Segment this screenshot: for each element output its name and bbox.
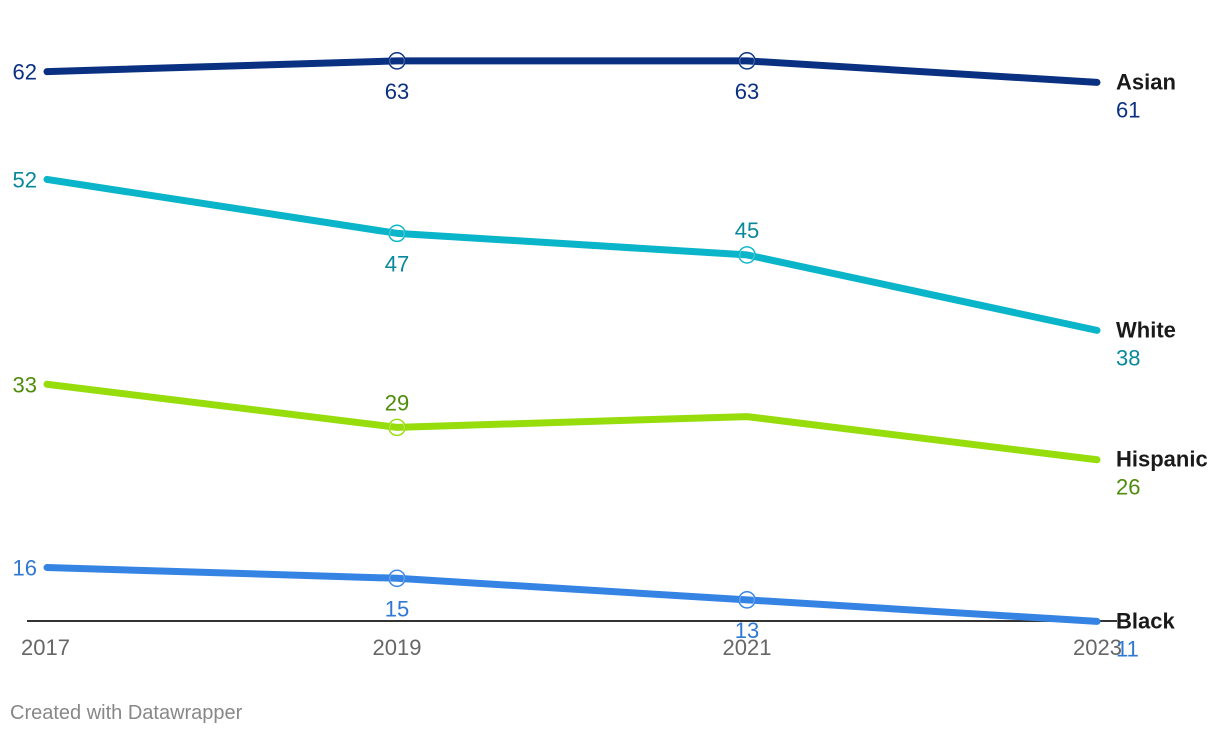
series-label-black: Black [1116, 608, 1175, 633]
data-point-marker-inner [739, 247, 755, 263]
data-label: 29 [385, 390, 409, 415]
series-line-asian [43, 57, 1101, 86]
x-tick-label: 2017 [21, 635, 70, 660]
data-label: 38 [1116, 345, 1140, 370]
series-label-white: White [1116, 317, 1176, 342]
data-label: 61 [1116, 97, 1140, 122]
data-label: 45 [735, 218, 759, 243]
data-label: 11 [1116, 636, 1139, 661]
data-point-marker [738, 52, 756, 70]
data-labels: 62 63 63 61 Asian 52 47 45 38 White 33 29 26 Hispanic… [13, 60, 1208, 662]
data-label: 62 [13, 60, 37, 85]
series-markers [388, 52, 756, 609]
data-point-marker-inner [389, 419, 405, 435]
data-point-marker-inner [389, 225, 405, 241]
data-point-marker [738, 591, 756, 609]
data-label: 13 [735, 618, 759, 643]
data-point-marker-inner [389, 570, 405, 586]
data-label: 47 [385, 251, 409, 276]
x-tick-label: 2023 [1073, 635, 1122, 660]
data-point-marker [388, 52, 406, 70]
data-label: 33 [13, 372, 37, 397]
x-axis-ticks: 2017 2019 2021 2023 [21, 635, 1122, 660]
data-label: 52 [13, 167, 37, 192]
data-label: 63 [385, 79, 409, 104]
data-label: 16 [13, 556, 37, 581]
x-tick-label: 2021 [723, 635, 772, 660]
data-point-marker [388, 224, 406, 243]
credit-text: Created with Datawrapper [10, 702, 243, 724]
series-line-white [43, 175, 1101, 334]
series-line-black [43, 564, 1101, 625]
data-point-marker [388, 418, 406, 437]
series-label-asian: Asian [1116, 69, 1176, 94]
data-point-marker-inner [389, 53, 405, 69]
data-point-marker [388, 569, 406, 588]
series-lines [43, 57, 1101, 625]
series-line-hispanic [43, 380, 1101, 464]
x-tick-label: 2019 [373, 635, 422, 660]
data-point-marker [738, 246, 756, 264]
data-point-marker-inner [739, 53, 755, 69]
series-label-hispanic: Hispanic [1116, 447, 1208, 472]
data-point-marker-inner [739, 592, 755, 608]
data-label: 15 [385, 596, 409, 621]
data-label: 26 [1116, 475, 1140, 500]
data-label: 63 [735, 79, 759, 104]
